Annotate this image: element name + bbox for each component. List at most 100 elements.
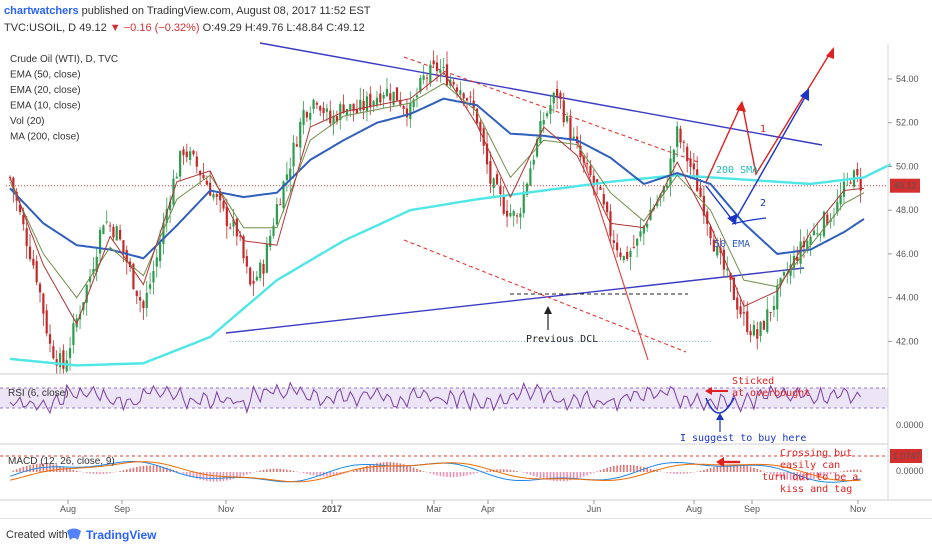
- candle-body: [646, 223, 649, 228]
- sma200-label: 200 SMA: [716, 165, 758, 176]
- candle-body: [175, 176, 178, 179]
- candle-body: [522, 191, 525, 214]
- candle-body: [672, 149, 675, 163]
- y-tick-label: 46.00: [896, 249, 919, 259]
- candle-body: [349, 104, 352, 111]
- candle-body: [499, 186, 502, 195]
- candle-body: [759, 321, 762, 336]
- candle-body: [185, 151, 188, 158]
- candle-body: [88, 276, 92, 282]
- x-tick-label: Apr: [481, 504, 495, 514]
- candle-body: [339, 104, 342, 121]
- candle-body: [452, 81, 455, 85]
- candle-body: [62, 350, 65, 369]
- candle-body: [292, 142, 295, 167]
- candle-body: [45, 310, 48, 334]
- candle-body: [359, 99, 362, 111]
- candle-body: [676, 126, 679, 147]
- candle-body: [515, 215, 519, 217]
- candle-body: [729, 272, 732, 280]
- candle-body: [152, 270, 155, 283]
- x-tick-label: Nov: [218, 504, 235, 514]
- ema50-label: 50 EMA: [714, 239, 750, 250]
- candle-body: [849, 182, 852, 184]
- candle-body: [519, 213, 522, 218]
- y-tick-label: 50.00: [896, 161, 919, 171]
- candle-body: [689, 158, 692, 167]
- candle-body: [539, 121, 542, 143]
- candle-body: [262, 263, 265, 274]
- candle-body: [459, 90, 462, 95]
- candle-body: [209, 182, 212, 196]
- y-tick-label: 52.00: [896, 118, 919, 128]
- candle-body: [352, 103, 355, 112]
- candle-body: [712, 239, 715, 252]
- lower-trendline: [225, 267, 805, 334]
- candle-body: [826, 214, 829, 225]
- candle-body: [232, 219, 235, 227]
- candle-body: [709, 226, 712, 239]
- candle-body: [162, 222, 165, 245]
- candle-body: [566, 116, 569, 122]
- y-tick-label: 48.00: [896, 205, 919, 215]
- candle-body: [195, 156, 198, 167]
- tradingview-logo-icon: [67, 528, 81, 540]
- candle-body: [716, 246, 719, 256]
- candle-body: [409, 102, 412, 119]
- rsi-dip-curve: [705, 397, 735, 414]
- candle-body: [422, 75, 425, 80]
- left-arrow-icon: [705, 387, 712, 395]
- candle-body: [32, 258, 35, 266]
- chart-header: chartwatchers published on TradingView.c…: [0, 0, 932, 42]
- rsi-title: RSI (6, close): [8, 388, 69, 399]
- up-arrow-icon: [716, 413, 724, 420]
- candle-body: [626, 251, 629, 259]
- candle-body: [295, 144, 298, 147]
- legend-entry: EMA (10, close): [10, 101, 81, 112]
- candle-body: [382, 95, 385, 99]
- upper-trendline: [259, 42, 823, 146]
- x-tick-label: Sep: [114, 504, 130, 514]
- x-tick-label: Aug: [686, 504, 702, 514]
- candle-body: [155, 257, 158, 267]
- ohlc-text: O:49.29 H:49.76 L:48.84 C:49.12: [202, 22, 365, 34]
- ema20-line: [9, 82, 865, 299]
- candle-body: [819, 234, 822, 236]
- author-link[interactable]: chartwatchers: [4, 5, 79, 17]
- candle-body: [569, 117, 572, 141]
- legend-entry: Vol (20): [10, 116, 44, 127]
- candle-body: [809, 236, 812, 246]
- candle-body: [395, 87, 399, 101]
- candle-body: [379, 93, 382, 103]
- x-tick-label: Sep: [744, 504, 760, 514]
- scenario2-path: [705, 91, 809, 224]
- candle-body: [562, 100, 565, 123]
- previous-dcl-label: Previous DCL: [526, 334, 598, 345]
- candle-body: [28, 246, 32, 260]
- candle-body: [312, 99, 315, 109]
- candle-body: [52, 346, 55, 359]
- candle-body: [182, 149, 185, 156]
- macd-signal-line: [9, 461, 861, 483]
- arrow-head-icon: [727, 214, 737, 225]
- legend-entry: EMA (20, close): [10, 85, 81, 96]
- scenario2-label: 2: [760, 198, 766, 209]
- candle-body: [502, 196, 505, 214]
- candle-body: [342, 104, 345, 114]
- candle-body: [662, 186, 665, 194]
- candle-body: [18, 204, 22, 213]
- candle-body: [782, 272, 786, 276]
- macd-title: MACD (12, 26, close, 9): [8, 456, 115, 467]
- legend-entry: MA (200, close): [10, 132, 79, 143]
- candle-body: [642, 226, 645, 234]
- candle-body: [542, 119, 545, 125]
- tradingview-brand[interactable]: TradingView: [86, 528, 157, 542]
- candle-body: [812, 230, 816, 235]
- candle-body: [255, 276, 258, 281]
- x-tick-label: 2017: [322, 504, 342, 514]
- chart-canvas[interactable]: 1 2 200 SMA 50 EMA Previous DCL RSI (6, clos…: [0, 0, 932, 518]
- candle-body: [859, 178, 862, 191]
- arrow-head-icon: [736, 101, 746, 112]
- candle-body: [749, 331, 752, 336]
- ema50-line: [9, 97, 865, 260]
